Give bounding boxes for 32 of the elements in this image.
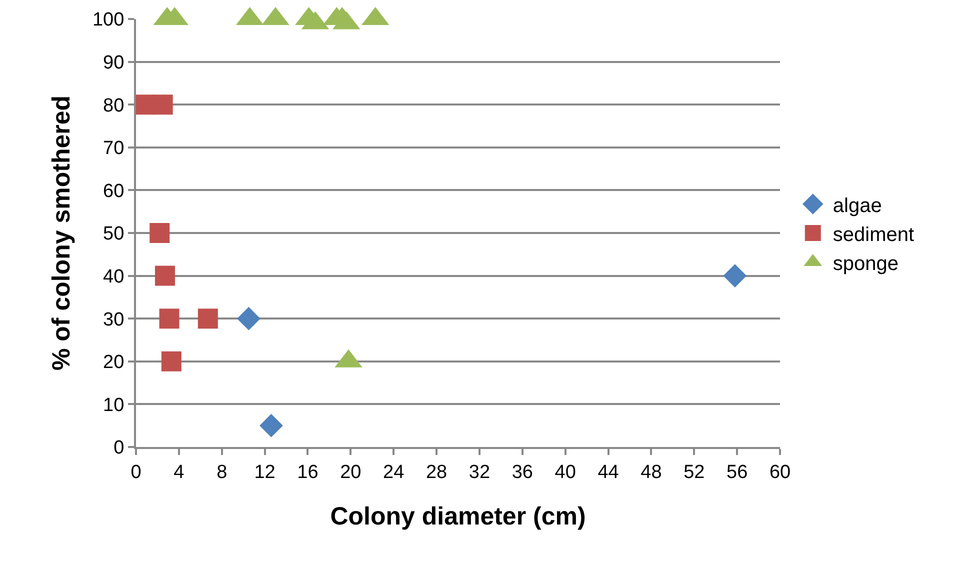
y-axis-title: % of colony smothered xyxy=(48,95,76,371)
y-tick-label: 60 xyxy=(103,180,124,202)
y-tick-label: 40 xyxy=(103,266,124,288)
y-tick-label: 10 xyxy=(103,394,124,416)
x-axis-title: Colony diameter (cm) xyxy=(330,502,586,530)
x-tick-label: 56 xyxy=(726,462,748,483)
x-tick-label: 44 xyxy=(598,462,620,483)
y-tick-label: 30 xyxy=(103,309,124,330)
y-tick-label: 90 xyxy=(103,52,124,74)
y-tick-label: 80 xyxy=(103,95,124,116)
x-tick-label: 36 xyxy=(512,462,533,483)
x-tick-label: 32 xyxy=(468,462,490,483)
y-tick-label: 50 xyxy=(103,224,124,245)
y-tick-label: 70 xyxy=(103,138,124,160)
y-tick-label: 0 xyxy=(114,438,124,459)
y-tick-label: 20 xyxy=(103,352,124,374)
legend-label: algae xyxy=(832,194,882,217)
x-tick-label: 48 xyxy=(640,462,662,483)
x-tick-label: 24 xyxy=(383,462,405,483)
x-tick-label: 28 xyxy=(426,462,448,483)
x-tick-label: 0 xyxy=(130,462,142,483)
x-tick-label: 60 xyxy=(769,462,791,483)
x-tick-label: 8 xyxy=(216,462,228,483)
legend-label: sediment xyxy=(832,224,914,246)
legend-label: sponge xyxy=(832,252,899,275)
x-tick-label: 52 xyxy=(684,462,705,483)
y-tick-label: 100 xyxy=(92,10,124,31)
x-tick-label: 40 xyxy=(554,462,576,483)
x-tick-label: 20 xyxy=(340,462,362,483)
x-tick-label: 4 xyxy=(174,462,185,483)
x-tick-label: 12 xyxy=(254,462,276,483)
x-tick-label: 16 xyxy=(297,462,318,483)
